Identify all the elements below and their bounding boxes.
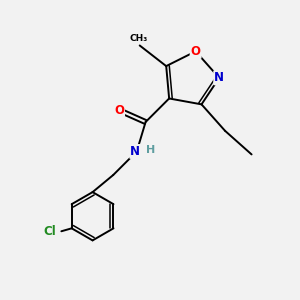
Text: Cl: Cl [43, 225, 56, 238]
Text: O: O [114, 104, 124, 117]
Text: O: O [190, 45, 201, 58]
Text: CH₃: CH₃ [129, 34, 147, 43]
Text: H: H [146, 145, 156, 155]
Text: N: N [130, 145, 140, 158]
Text: N: N [214, 71, 224, 84]
